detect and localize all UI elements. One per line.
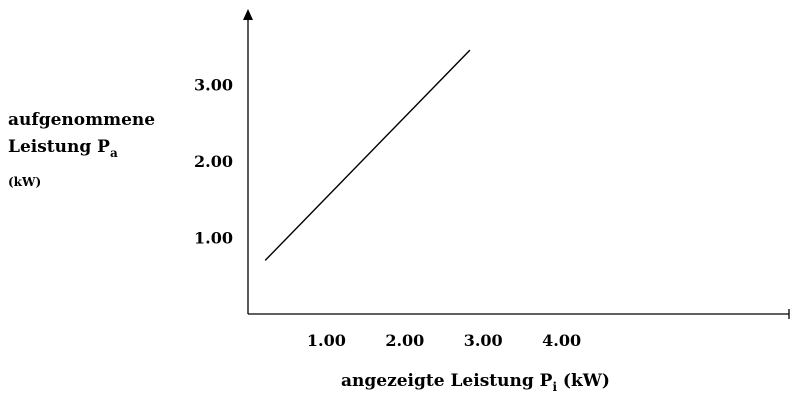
x-tick-label: 3.00 — [464, 331, 503, 350]
y-axis-title-line2: Leistung Pa — [8, 137, 118, 160]
x-tick-label: 2.00 — [385, 331, 424, 350]
x-axis-title-unit: (kW) — [557, 371, 610, 391]
x-tick-label: 1.00 — [307, 331, 346, 350]
x-axis-title-main: angezeigte Leistung P — [341, 371, 553, 391]
x-tick-labels: 1.00 2.00 3.00 4.00 — [307, 331, 581, 350]
y-axis-title-main: Leistung P — [8, 137, 110, 157]
x-axis-title: angezeigte Leistung Pi (kW) — [341, 371, 610, 394]
y-axis-unit: (kW) — [8, 175, 41, 189]
series-layer — [264, 49, 471, 261]
y-axis-title-line1: aufgenommene — [8, 110, 155, 130]
x-tick-label: 4.00 — [542, 331, 581, 350]
x-axis-title-subscript: i — [552, 380, 557, 394]
y-tick-labels: 1.00 2.00 3.00 — [194, 76, 233, 248]
y-axis-title-subscript: a — [110, 146, 118, 160]
y-tick-label: 1.00 — [194, 229, 233, 248]
series-line — [264, 49, 471, 261]
y-tick-label: 3.00 — [194, 76, 233, 95]
y-tick-label: 2.00 — [194, 152, 233, 171]
y-axis-arrow — [243, 9, 253, 20]
